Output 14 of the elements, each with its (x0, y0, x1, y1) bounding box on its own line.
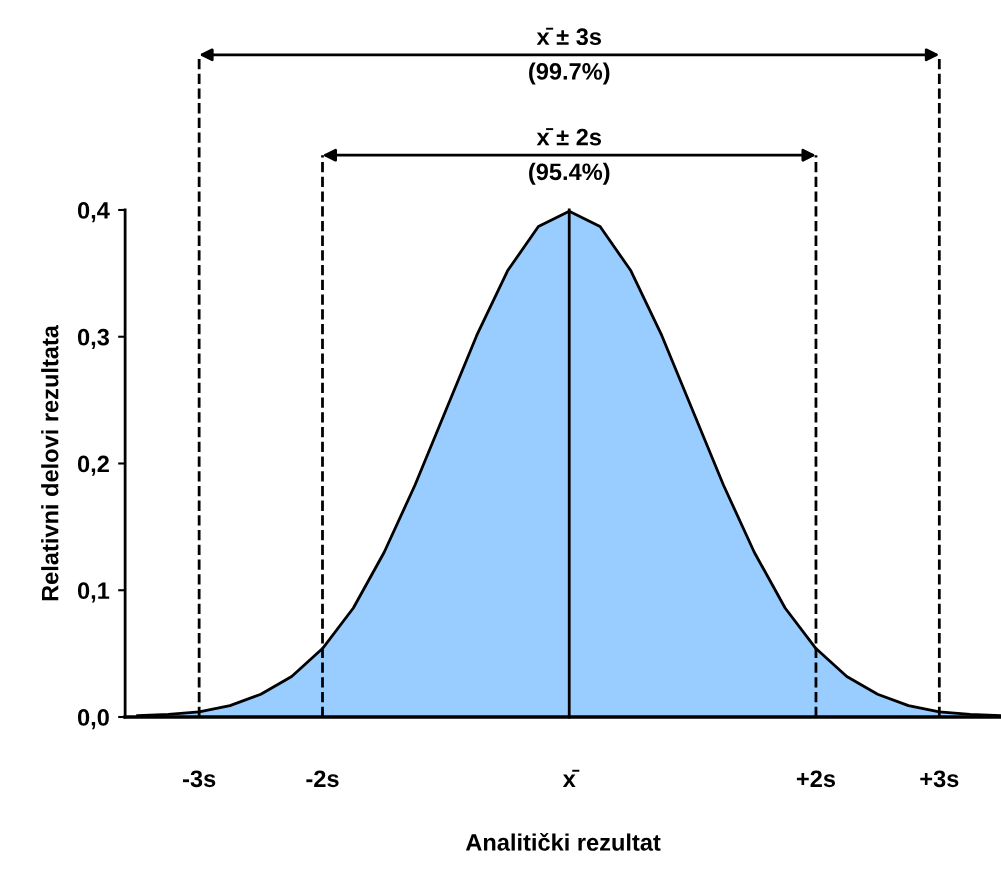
x-tick-label: -2s (306, 770, 339, 788)
x-axis-title: Analitički rezultat (465, 832, 661, 851)
y-tick-label: 0,4 (77, 202, 110, 223)
text: x̄ ± 3s (99.7%) (529, 27, 610, 85)
x-tick-label: -3s (183, 770, 216, 788)
y-axis-title: Relativni delovi rezultata (41, 324, 59, 601)
y-tick-label: 0,2 (77, 455, 109, 476)
x-tick-label: +2s (796, 770, 836, 788)
x-tick-label: x̄ (562, 769, 580, 787)
text: x̄ ± 2s (95.4%) (529, 128, 610, 185)
y-tick-label: 0,0 (77, 709, 109, 730)
y-tick-label: 0,1 (77, 582, 110, 603)
y-tick-label: 0,3 (77, 328, 109, 349)
x-tick-label: +3s (920, 770, 959, 788)
